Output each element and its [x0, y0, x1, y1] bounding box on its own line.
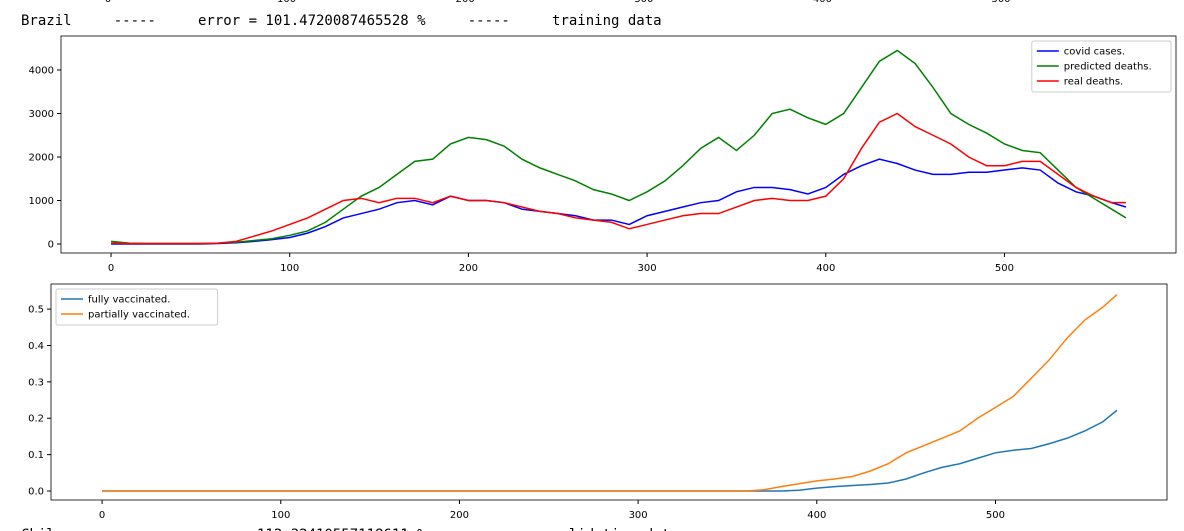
- plot-frame: [50, 283, 1168, 501]
- x-tick-label: 400: [807, 510, 826, 521]
- x-tick-label: 100: [277, 0, 296, 5]
- series-line: [102, 293, 1118, 492]
- x-tick-label: 300: [629, 510, 648, 521]
- series-line: [110, 49, 1127, 245]
- legend-box: [55, 288, 219, 326]
- x-tick-label: 200: [459, 263, 478, 274]
- plot-frame: [60, 35, 1177, 254]
- x-tick-label: 100: [280, 263, 299, 274]
- x-tick-label: 500: [991, 0, 1010, 5]
- x-tick-label: 400: [813, 0, 832, 5]
- y-tick-label: 3000: [29, 109, 54, 120]
- y-tick-label: 0.4: [28, 341, 44, 352]
- y-tick-label: 0.3: [28, 377, 44, 388]
- x-tick-label: 500: [986, 510, 1005, 521]
- legend-label: predicted deaths.: [1064, 62, 1152, 73]
- x-tick-label: 100: [271, 510, 290, 521]
- x-tick-label: 200: [456, 0, 475, 5]
- x-tick-label: 400: [816, 263, 835, 274]
- x-tick-label: 200: [450, 510, 469, 521]
- legend-label: partially vaccinated.: [88, 310, 190, 321]
- y-tick-label: 0.1: [28, 450, 44, 461]
- y-tick-label: 0.0: [28, 487, 44, 498]
- y-tick-label: 2000: [29, 153, 54, 164]
- run-summary: Chile ----- error = 112.32410557118611 %…: [21, 527, 678, 531]
- x-tick-label: 300: [638, 263, 657, 274]
- y-tick-label: 1000: [29, 196, 54, 207]
- x-tick-label: 300: [634, 0, 653, 5]
- series-line: [111, 112, 1126, 245]
- series-line: [111, 158, 1127, 245]
- x-tick-label: 0: [105, 0, 111, 5]
- legend-label: covid cases.: [1064, 47, 1125, 58]
- y-tick-label: 4000: [29, 66, 54, 77]
- y-tick-label: 0.2: [28, 414, 44, 425]
- legend-label: fully vaccinated.: [88, 295, 170, 306]
- legend-label: real deaths.: [1064, 77, 1123, 88]
- y-tick-label: 0.5: [28, 305, 44, 316]
- x-tick-label: 0: [108, 263, 114, 274]
- legend-box: [1031, 40, 1172, 93]
- run-summary: Brazil ----- error = 101.4720087465528 %…: [21, 13, 662, 29]
- x-tick-label: 500: [995, 263, 1014, 274]
- x-tick-label: 0: [99, 510, 105, 521]
- y-tick-label: 0: [48, 239, 54, 250]
